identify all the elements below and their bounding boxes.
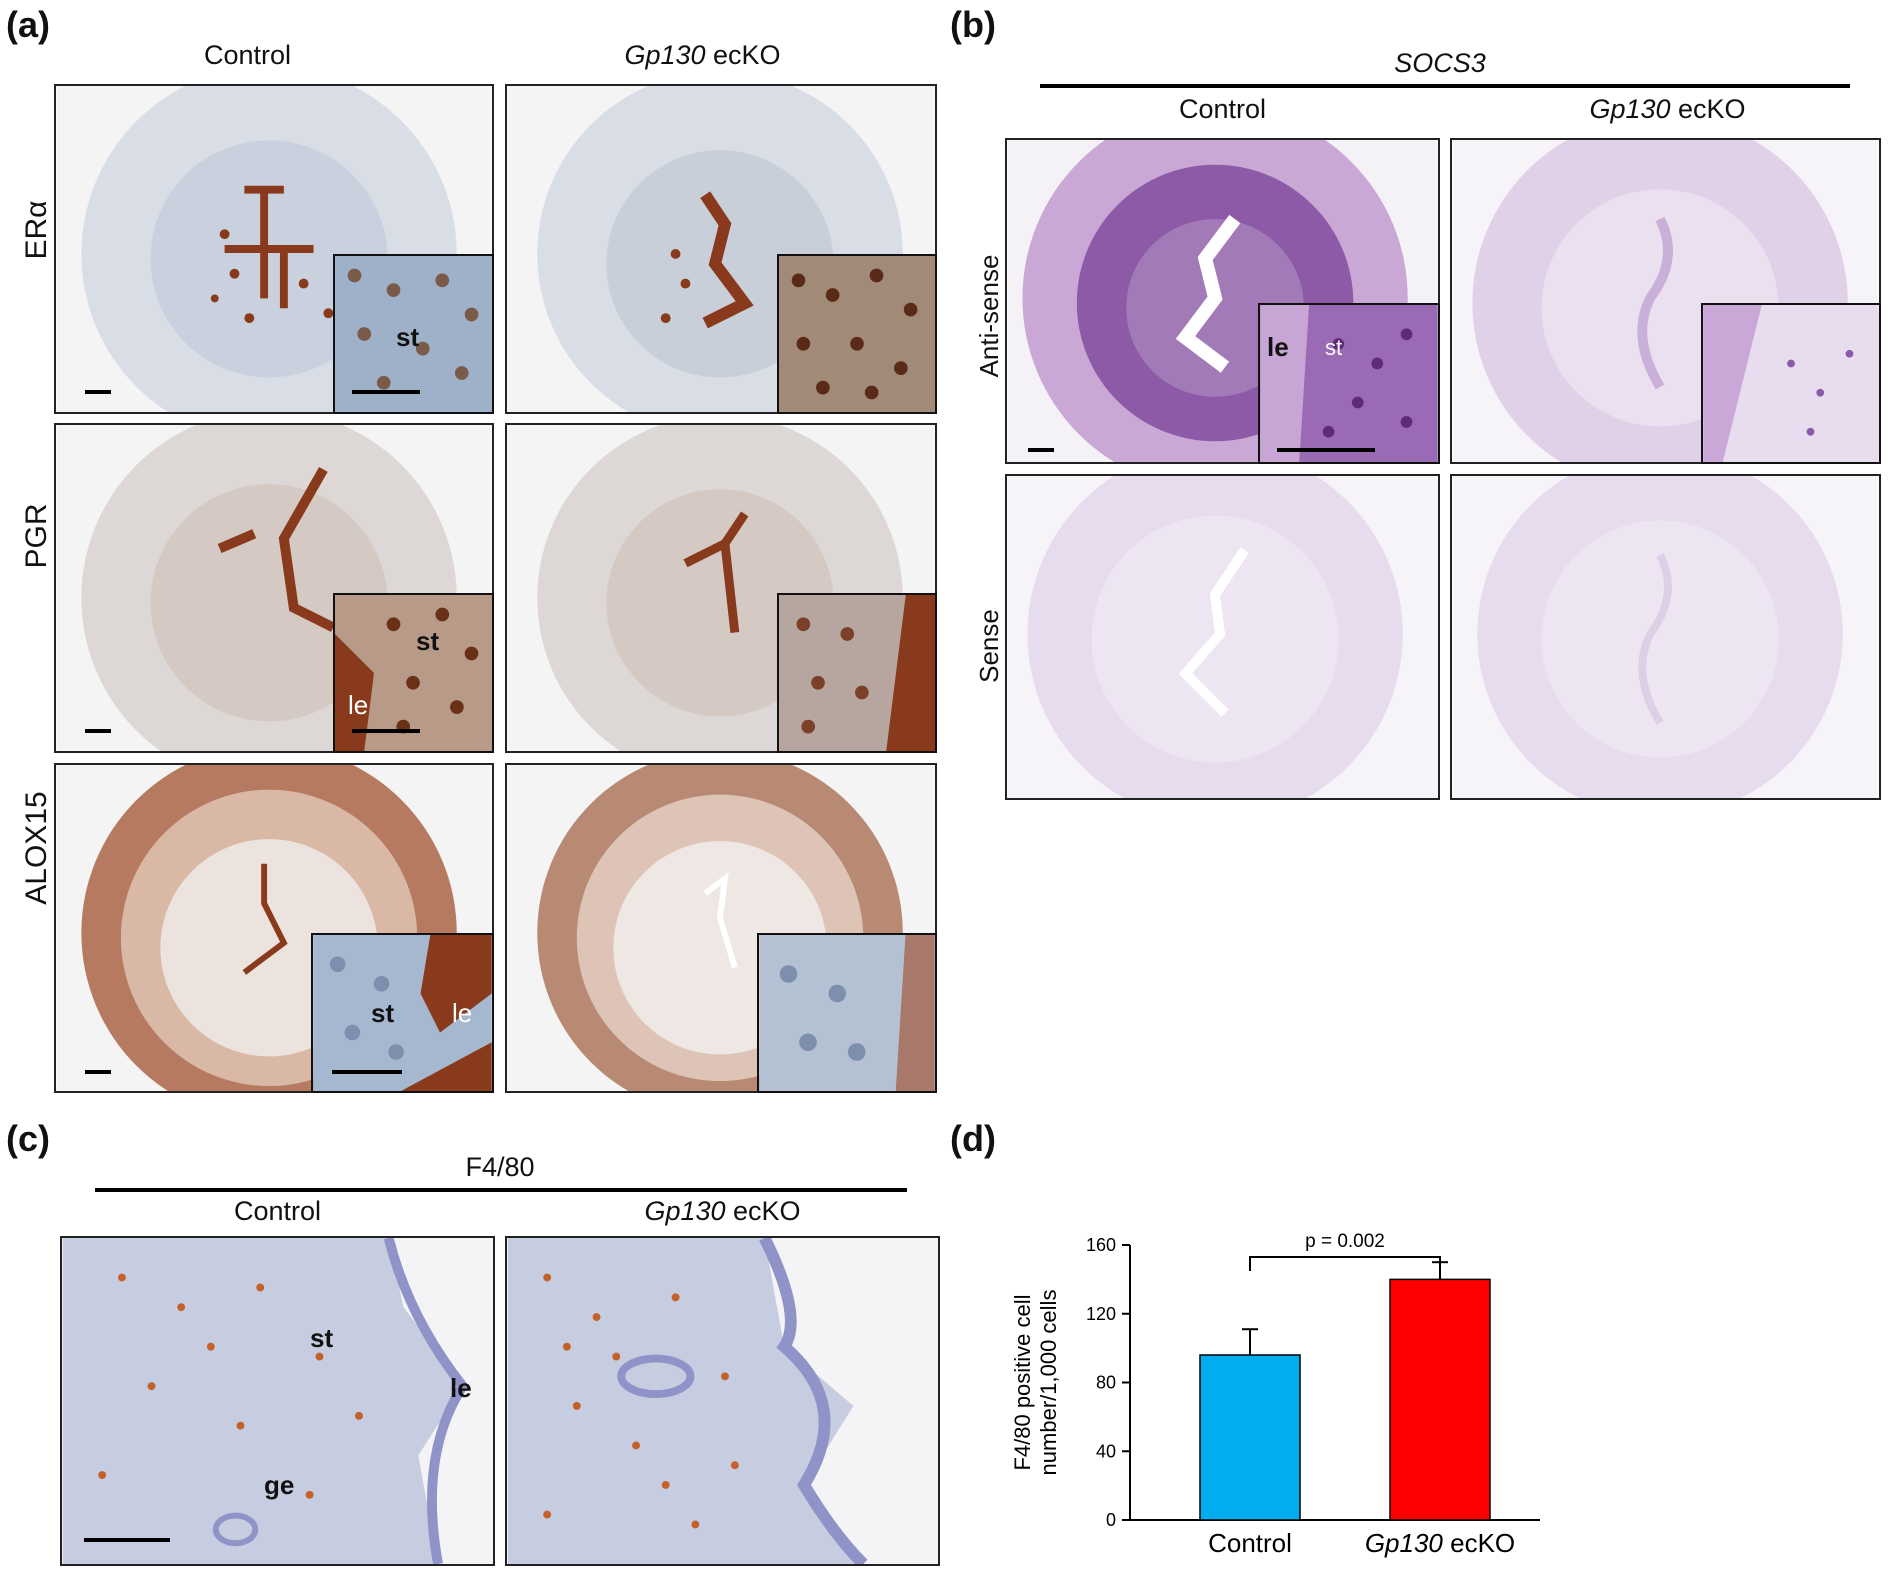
scale-bar <box>352 729 420 733</box>
row-label-era: ERα <box>20 200 53 260</box>
panel-b-rule <box>1040 84 1850 88</box>
inset-label-st: st <box>416 626 440 656</box>
panel-b-col-ko: Gp130 ecKO <box>1589 94 1746 124</box>
y-tick-label: 80 <box>1096 1373 1116 1393</box>
bar-chart-svg: F4/80 positive cellnumber/1,000 cells 0 40… <box>1010 1231 1540 1558</box>
inset-label-le: le <box>1267 332 1289 362</box>
y-axis-label: F4/80 positive cellnumber/1,000 cells <box>1010 1290 1061 1476</box>
row-label-sense: Sense <box>974 609 1004 683</box>
inset-alox15-ko <box>757 933 937 1093</box>
scale-bar <box>1028 448 1054 452</box>
scale-bar <box>84 1538 170 1542</box>
micrograph-socs3-sense-control <box>1005 474 1440 800</box>
y-tick-label: 120 <box>1086 1304 1116 1324</box>
panel-a-col-ko: Gp130 ecKO <box>624 40 781 70</box>
panel-c-marker: F4/80 <box>465 1152 535 1182</box>
micrograph-socs3-sense-ko <box>1450 474 1881 800</box>
inset-label-st: st <box>371 998 395 1028</box>
tissue-label-le: le <box>450 1373 472 1403</box>
inset-socs3-antisense-control <box>1258 303 1440 464</box>
inset-label-le: le <box>452 998 473 1028</box>
x-category-label: Control <box>1208 1528 1292 1558</box>
inset-era-ko <box>777 254 937 414</box>
bar-ko <box>1389 1278 1491 1521</box>
scale-bar <box>85 1070 111 1074</box>
inset-socs3-antisense-ko <box>1701 303 1881 464</box>
panel-b-col-control: Control <box>1178 94 1267 124</box>
row-label-anti-sense: Anti-sense <box>974 254 1004 378</box>
panel-b-probe: SOCS3 <box>1394 48 1486 78</box>
inset-label-st: st <box>1325 335 1343 360</box>
scale-bar <box>85 729 111 733</box>
scale-bar <box>1277 448 1375 452</box>
y-tick-label: 0 <box>1106 1510 1116 1530</box>
panel-c-col-control: Control <box>233 1196 322 1226</box>
y-tick-label: 160 <box>1086 1235 1116 1255</box>
panel-c-letter: (c) <box>6 1118 50 1159</box>
inset-era-control <box>333 254 494 414</box>
panel-c-rule <box>95 1188 907 1192</box>
scale-bar <box>352 390 420 394</box>
inset-pgr-ko <box>777 593 937 753</box>
scale-bar <box>85 390 111 394</box>
significance-bracket <box>1249 1256 1441 1271</box>
micrograph-f480-ko <box>505 1236 940 1566</box>
row-label-pgr: PGR <box>20 503 53 569</box>
x-category-label: Gp130 ecKO <box>1365 1528 1515 1558</box>
y-tick-label: 40 <box>1096 1441 1116 1461</box>
scale-bar <box>332 1070 402 1074</box>
inset-alox15-control <box>311 933 494 1093</box>
inset-label-le: le <box>348 690 369 720</box>
row-label-alox15: ALOX15 <box>20 791 53 905</box>
inset-label-st: st <box>396 322 420 352</box>
micrograph-f480-control <box>60 1236 495 1566</box>
panel-a-col-control: Control <box>203 40 292 70</box>
panel-b-letter: (b) <box>950 4 996 45</box>
bar-control <box>1199 1354 1301 1521</box>
inset-pgr-control <box>333 593 494 753</box>
panel-c-col-ko: Gp130 ecKO <box>644 1196 801 1226</box>
panel-d-letter: (d) <box>950 1118 996 1159</box>
tissue-label-st: st <box>310 1323 334 1353</box>
p-value-annotation: p = 0.002 <box>1305 1231 1385 1252</box>
bar-chart: F4/80 positive cellnumber/1,000 cells 0 40… <box>990 1200 1570 1570</box>
panel-a-letter: (a) <box>6 4 50 45</box>
tissue-label-ge: ge <box>264 1470 295 1500</box>
